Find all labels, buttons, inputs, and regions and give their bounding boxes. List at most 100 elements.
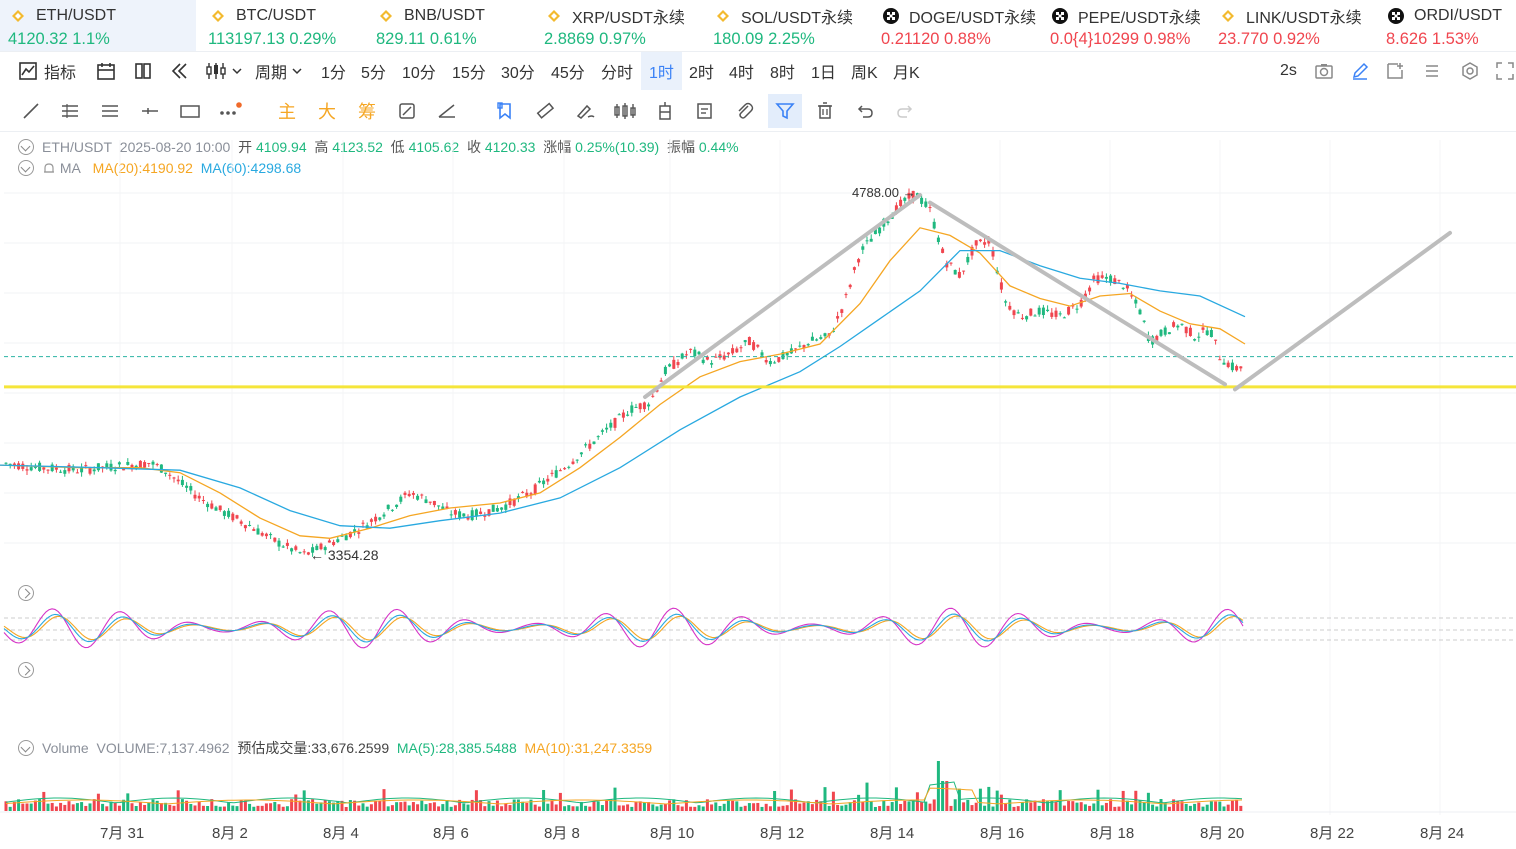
channel-tool[interactable] [93, 94, 127, 128]
parallel-lines-tool[interactable] [53, 94, 87, 128]
more-tools-button[interactable] [213, 94, 247, 128]
candle-body [1058, 313, 1062, 315]
ticker-pepeusdt[interactable]: PEPE/USDT永续 0.0{4}10299 0.98% [1042, 0, 1208, 51]
ticker-ethusdt[interactable]: ETH/USDT 4120.32 1.1% [0, 0, 196, 51]
brush-tool[interactable] [568, 94, 602, 128]
label-tool[interactable] [488, 94, 522, 128]
volume-bar [159, 803, 163, 811]
bell-icon[interactable] [42, 161, 56, 175]
ticker-solusdt[interactable]: SOL/USDT永续 180.09 2.25% [705, 0, 871, 51]
ticker-xrpusdt[interactable]: XRP/USDT永续 2.8869 0.97% [536, 0, 702, 51]
bnb-diamond-icon [713, 10, 733, 22]
open-value: 4109.94 [256, 139, 307, 155]
period-dropdown[interactable]: 周期 [255, 52, 303, 90]
collapse-toggle-icon[interactable] [18, 740, 34, 756]
candle-body [1067, 306, 1071, 315]
ticker-ordiusdt[interactable]: ORDI/USDT 8.626 1.53% [1378, 0, 1516, 51]
volume-bar [1029, 802, 1033, 811]
interval-4[interactable]: 30分 [501, 65, 535, 82]
chart-type-dropdown[interactable] [205, 52, 243, 90]
volume-bar [344, 806, 348, 811]
delete-drawings-button[interactable] [808, 94, 842, 128]
indicator-pane-2-toggle[interactable] [18, 662, 42, 678]
collapse-toggle-icon[interactable] [18, 160, 34, 176]
candle-body [634, 406, 638, 408]
main-chart-tool[interactable]: 主 [278, 102, 296, 122]
candle-body [374, 516, 378, 522]
collapse-toggle-icon[interactable] [18, 585, 34, 601]
magnet-tool[interactable] [728, 94, 762, 128]
note-tool[interactable] [688, 94, 722, 128]
line-tool[interactable] [14, 94, 48, 128]
add-chart-button[interactable] [1385, 52, 1405, 90]
ticker-dogeusdt[interactable]: DOGE/USDT永续 0.21120 0.88% [873, 0, 1039, 51]
collapse-toggle-icon[interactable] [18, 139, 34, 155]
calendar-button[interactable] [96, 52, 116, 90]
candle-body [752, 342, 756, 350]
fullscreen-button[interactable] [1496, 52, 1514, 90]
position-tool[interactable] [648, 94, 682, 128]
candle-body [201, 499, 205, 501]
layout-button[interactable] [133, 52, 153, 90]
ticker-change: 0.88% [944, 30, 991, 48]
candle-body [798, 345, 802, 347]
candle-body [710, 363, 714, 365]
redo-button[interactable] [888, 94, 922, 128]
horizontal-ray-tool[interactable] [133, 94, 167, 128]
indicators-button[interactable]: 指标 [18, 52, 76, 90]
volume-bar [668, 800, 672, 811]
measure-tool[interactable] [430, 94, 464, 128]
interval-11[interactable]: 1日 [811, 65, 836, 82]
interval-1[interactable]: 5分 [361, 65, 386, 82]
interval-12[interactable]: 周K [851, 65, 878, 82]
filter-tool[interactable] [768, 94, 802, 128]
ruler-tool[interactable] [528, 94, 562, 128]
interval-7[interactable]: 1时 [641, 52, 682, 90]
rectangle-tool[interactable] [173, 94, 207, 128]
interval-0[interactable]: 1分 [321, 65, 346, 82]
volume-bar [756, 802, 760, 811]
ticker-btcusdt[interactable]: BTC/USDT 113197.13 0.29% [200, 0, 366, 51]
ticker-linkusdt[interactable]: LINK/USDT永续 23.770 0.92% [1210, 0, 1376, 51]
chip-distribution-tool[interactable]: 筹 [358, 102, 376, 122]
candle-body [861, 246, 865, 250]
ticker-values: 0.0{4}10299 0.98% [1050, 30, 1208, 49]
volume-bar [504, 803, 508, 811]
interval-3[interactable]: 15分 [452, 65, 486, 82]
interval-10[interactable]: 8时 [770, 65, 795, 82]
candle-body [684, 354, 688, 356]
okx-cross-icon [1050, 8, 1070, 24]
candle-body [642, 402, 646, 410]
collapse-toggle-icon[interactable] [18, 662, 34, 678]
undo-button[interactable] [848, 94, 882, 128]
indicator-pane-1-toggle[interactable] [18, 585, 42, 601]
settings-button[interactable] [1460, 52, 1480, 90]
interval-8[interactable]: 2时 [689, 65, 714, 82]
volume-bar [903, 800, 907, 811]
rewind-button[interactable] [170, 52, 190, 90]
candle-body [420, 494, 424, 496]
interval-9[interactable]: 4时 [729, 65, 754, 82]
interval-6[interactable]: 分时 [601, 65, 634, 82]
volume-bar [962, 802, 966, 811]
candle-body [907, 192, 911, 199]
pattern-tool[interactable] [608, 94, 642, 128]
draw-toggle-button[interactable] [1350, 52, 1370, 90]
menu-button[interactable] [1422, 52, 1442, 90]
volume-bar [882, 800, 886, 811]
ticker-bnbusdt[interactable]: BNB/USDT 829.11 0.61% [368, 0, 534, 51]
volume-bar [617, 805, 621, 811]
interval-13[interactable]: 月K [893, 65, 920, 82]
oscillator-j-line [3, 613, 1244, 643]
candle-body [554, 470, 558, 478]
volume-bar [852, 800, 856, 811]
volume-bar [731, 800, 735, 811]
refresh-rate[interactable]: 2s [1280, 52, 1297, 90]
screenshot-button[interactable] [1314, 52, 1334, 90]
large-order-tool[interactable]: 大 [318, 102, 336, 122]
volume-bar [437, 806, 441, 811]
candle-body [432, 500, 436, 506]
edit-tool[interactable] [390, 94, 424, 128]
interval-2[interactable]: 10分 [402, 65, 436, 82]
interval-5[interactable]: 45分 [551, 65, 585, 82]
